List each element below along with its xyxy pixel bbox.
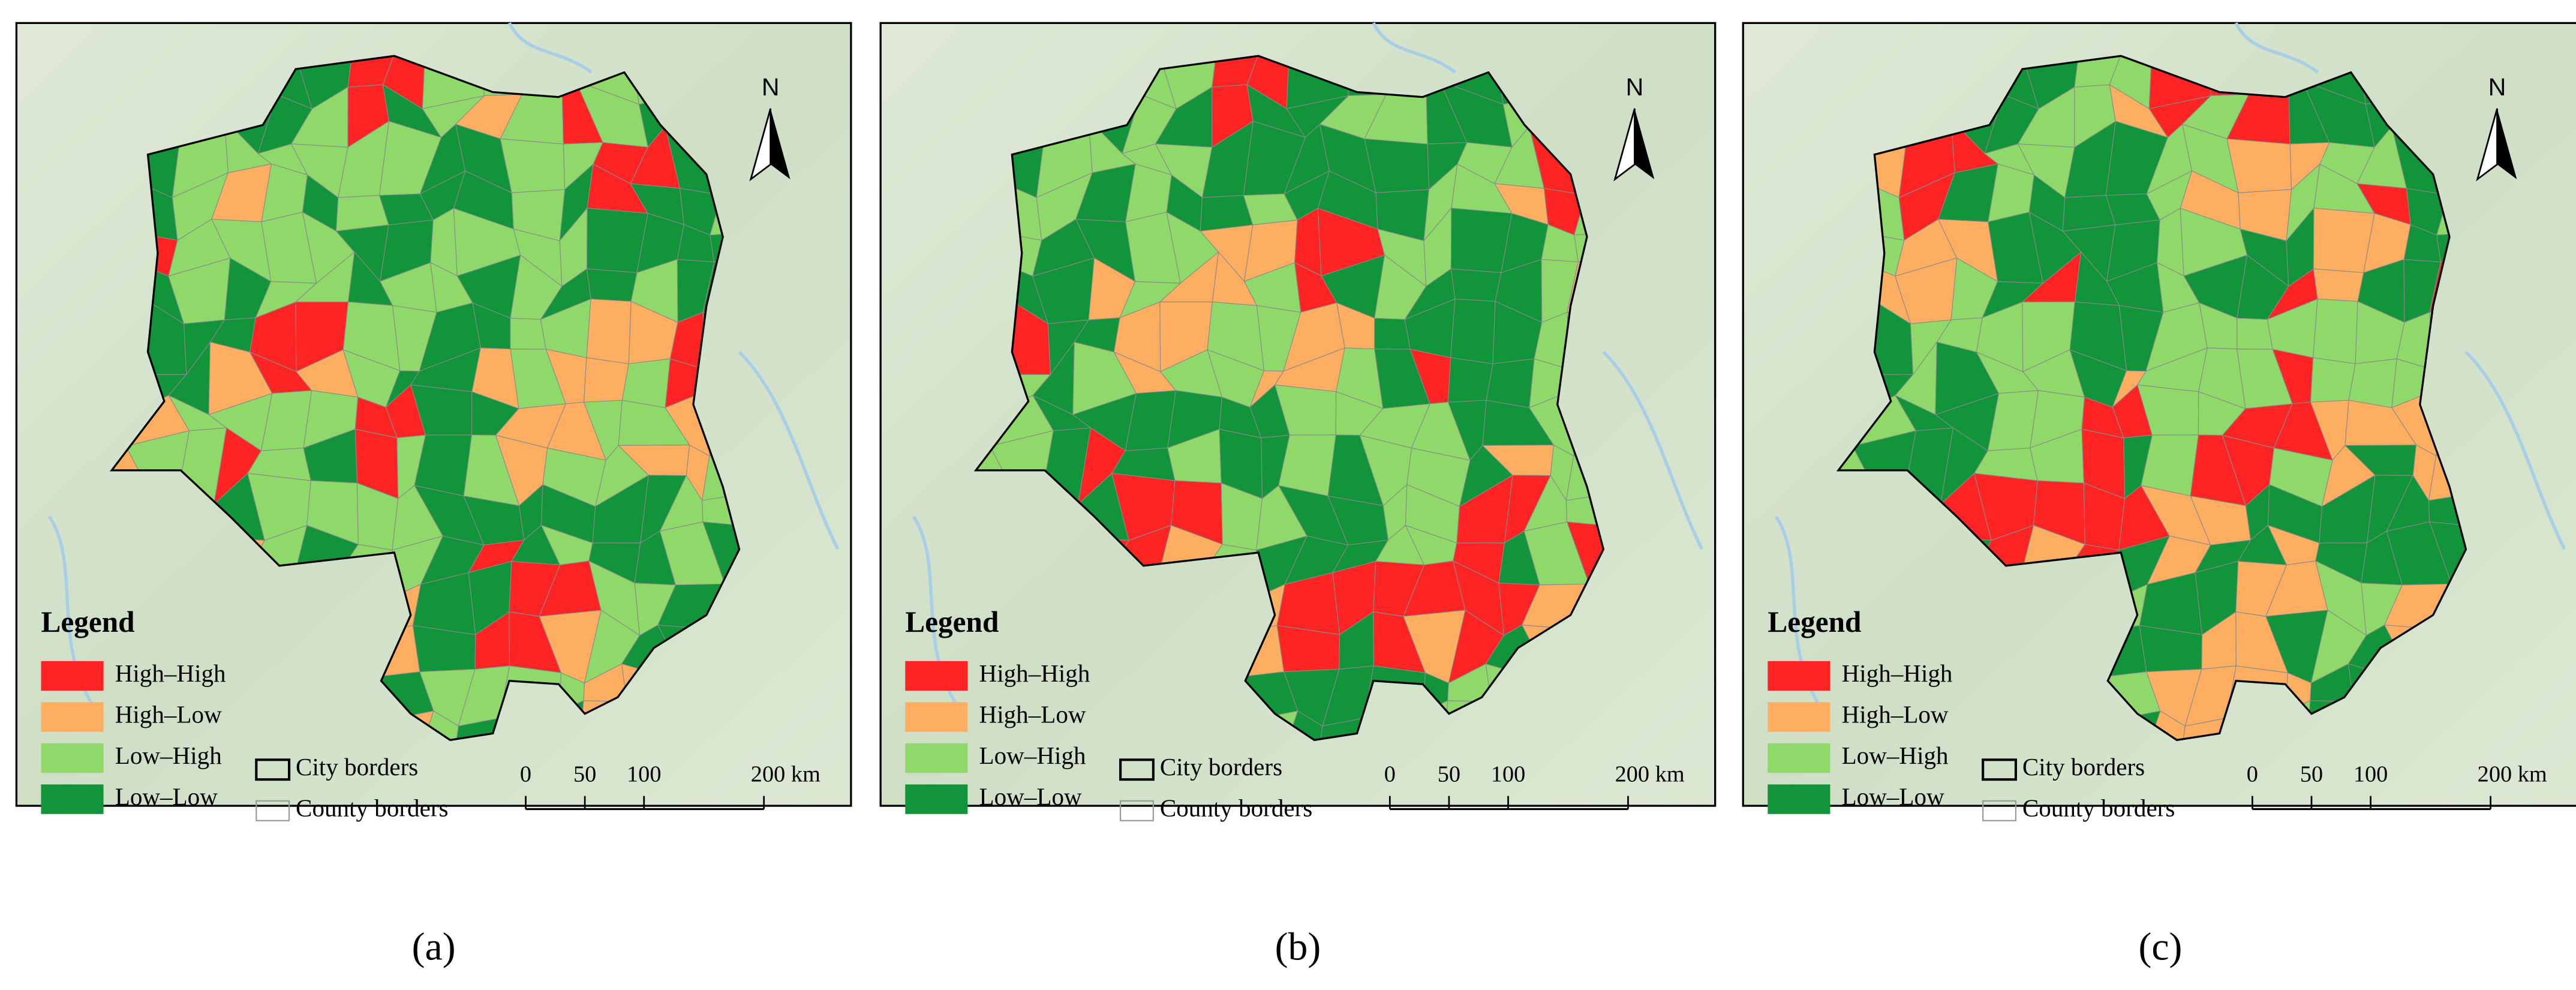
border-label: City borders [2022, 753, 2145, 781]
legend-label: High–Low [1842, 700, 1949, 728]
map-panel: N Legend High–High High–Low Low–High Low–Low C… [15, 22, 852, 822]
region [2313, 268, 2364, 302]
scale-label: 200 km [2478, 761, 2547, 787]
scale-label: 50 [2300, 761, 2323, 787]
border-swatch [1982, 800, 2017, 821]
region [2313, 298, 2358, 364]
province-border [973, 55, 1605, 742]
region [1364, 138, 1430, 193]
region [1374, 317, 1411, 350]
legend-swatch [1768, 743, 1830, 773]
scale-label: 100 [2353, 761, 2388, 787]
panel-caption: (a) [412, 925, 456, 968]
region [510, 317, 546, 350]
region [621, 358, 671, 409]
scale-label: 0 [1384, 761, 1396, 787]
legend-label: Low–Low [979, 782, 1082, 810]
border-label: County borders [296, 794, 448, 822]
legend-label: Low–Low [1842, 782, 1944, 810]
region [1450, 298, 1496, 364]
scale-label: 0 [2247, 761, 2258, 787]
border-swatch [256, 800, 290, 821]
scale-label: 0 [520, 761, 531, 787]
scale-label: 50 [573, 761, 596, 787]
legend-label: Low–High [1842, 742, 1949, 769]
border-label: County borders [2022, 794, 2175, 822]
legend-swatch [1768, 702, 1830, 732]
region [500, 138, 566, 193]
scale-label: 50 [1438, 761, 1460, 787]
region [2226, 138, 2292, 193]
legend-swatch [905, 784, 968, 814]
north-label: N [1626, 73, 1644, 101]
region [586, 268, 638, 302]
border-label: County borders [1160, 794, 1312, 822]
legend-label: High–High [1842, 659, 1953, 687]
region [2237, 317, 2273, 350]
scale-label: 200 km [1615, 761, 1685, 787]
north-label: N [2488, 73, 2506, 101]
legend-label: High–High [979, 659, 1090, 687]
legend-title: Legend [905, 605, 999, 638]
panel-caption: (b) [1275, 925, 1321, 968]
region [586, 298, 632, 364]
scale-label: 100 [627, 761, 662, 787]
region [1486, 358, 1535, 409]
province-border [1836, 55, 2467, 742]
region [2310, 357, 2356, 403]
legend-label: Low–High [115, 742, 222, 769]
border-swatch [1982, 758, 2018, 781]
scale-label: 100 [1491, 761, 1526, 787]
legend-title: Legend [41, 605, 134, 638]
legend-swatch [1768, 661, 1830, 691]
province-border [109, 55, 741, 742]
border-label: City borders [1160, 753, 1282, 781]
map-panel: N Legend High–High High–Low Low–High Low–Low C… [879, 22, 1717, 822]
scale-label: 200 km [751, 761, 820, 787]
map-panel: N Legend High–High High–Low Low–High Low–Low C… [1742, 22, 2576, 822]
legend-swatch [41, 702, 104, 732]
border-label: City borders [296, 753, 418, 781]
legend-label: High–Low [115, 700, 222, 728]
legend-title: Legend [1768, 605, 1861, 638]
region [1450, 268, 1502, 302]
north-label: N [762, 73, 780, 101]
region [1447, 357, 1493, 403]
legend-label: High–High [115, 659, 226, 687]
border-swatch [1120, 800, 1154, 821]
border-swatch [255, 758, 291, 781]
legend-swatch [905, 661, 968, 691]
legend-swatch [41, 661, 104, 691]
legend-label: Low–High [979, 742, 1086, 769]
region [2348, 358, 2397, 409]
region [584, 357, 629, 403]
legend-swatch [905, 702, 968, 732]
panel-caption: (c) [2139, 925, 2183, 968]
legend-label: High–Low [979, 700, 1086, 728]
legend-swatch [1768, 784, 1830, 814]
legend-swatch [905, 743, 968, 773]
border-swatch [1119, 758, 1155, 781]
legend-swatch [41, 784, 104, 814]
legend-swatch [41, 743, 104, 773]
legend-label: Low–Low [115, 782, 218, 810]
